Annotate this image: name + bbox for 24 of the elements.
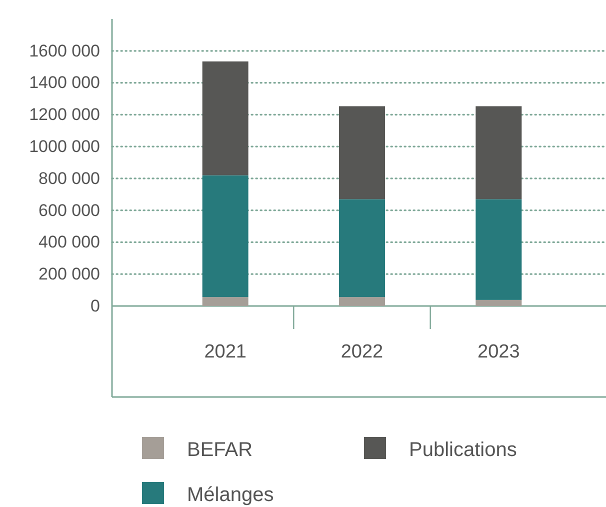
x-tick-label: 2022 (340, 341, 384, 362)
y-tick-label: 600 000 (38, 200, 100, 220)
bar (339, 199, 385, 298)
bar (202, 61, 248, 176)
y-tick-label: 1400 000 (29, 73, 100, 92)
y-tick-label: 800 000 (38, 168, 100, 188)
y-tick-label: 1200 000 (29, 105, 100, 124)
legend-label: BEFAR (187, 439, 253, 461)
bar (476, 199, 522, 300)
y-tick-label: 400 000 (38, 232, 100, 252)
bar (339, 297, 385, 306)
bar (339, 106, 385, 200)
bar (202, 175, 248, 298)
x-tick-label: 2021 (204, 341, 246, 362)
legend-label: Publications (409, 439, 517, 461)
y-tick-label: 1600 000 (29, 41, 100, 60)
x-tick-label: 2023 (478, 341, 520, 362)
bar (202, 297, 248, 306)
bar (476, 106, 522, 200)
bar (476, 300, 522, 306)
y-tick-label: 0 (90, 296, 100, 316)
legend-label: Mélanges (187, 484, 274, 506)
y-tick-label: 1000 000 (29, 136, 100, 156)
y-tick-label: 200 000 (38, 264, 100, 284)
